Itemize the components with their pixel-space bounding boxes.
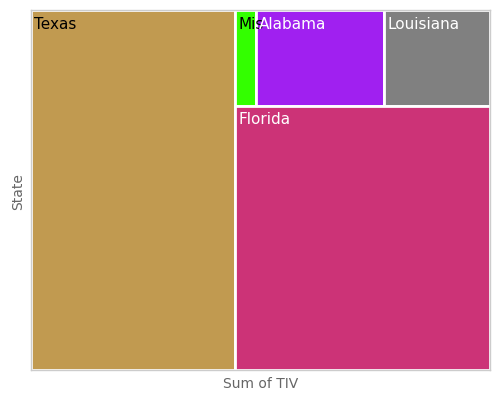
Text: Louisiana: Louisiana <box>388 16 460 31</box>
Y-axis label: State: State <box>11 172 25 209</box>
Bar <box>235 11 256 106</box>
Bar <box>384 11 490 106</box>
Text: Alabama: Alabama <box>260 16 327 31</box>
Text: Florida: Florida <box>238 112 291 127</box>
Bar <box>31 11 235 371</box>
Bar <box>235 106 490 371</box>
Text: Mis: Mis <box>238 16 264 31</box>
Bar <box>256 11 384 106</box>
X-axis label: Sum of TIV: Sum of TIV <box>222 376 298 390</box>
Text: Texas: Texas <box>35 16 77 31</box>
